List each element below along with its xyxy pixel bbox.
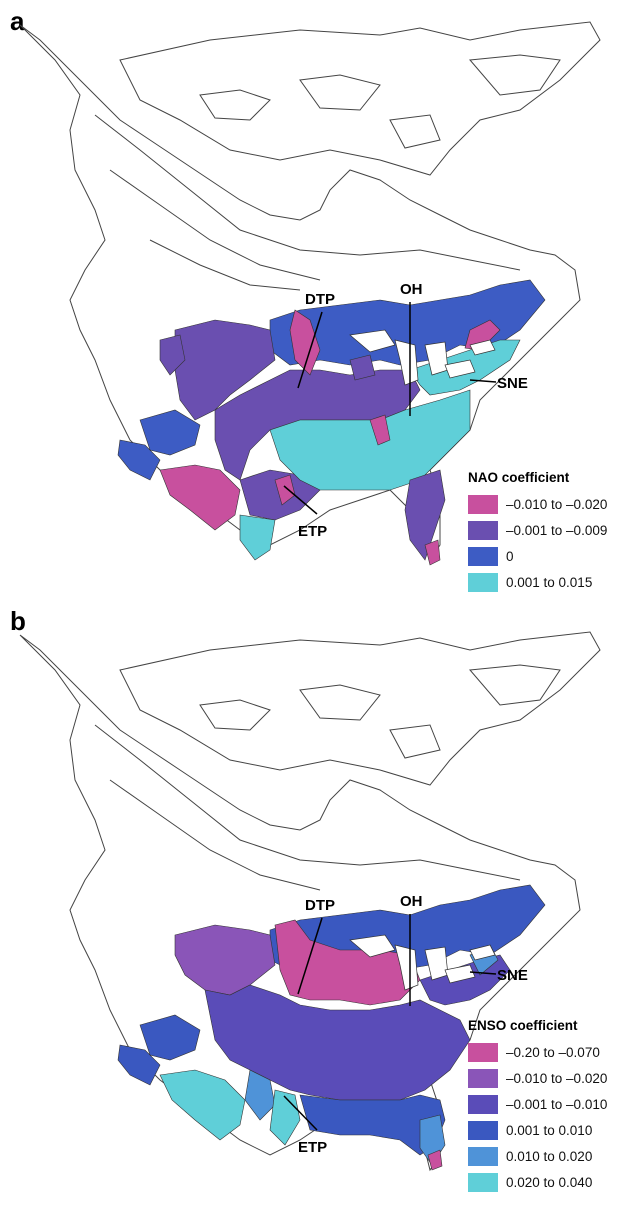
legend-label: 0 (506, 548, 514, 564)
legend-label: 0.020 to 0.040 (506, 1174, 593, 1190)
great-lakes (349, 934, 496, 991)
label-dtp: DTP (305, 291, 335, 308)
legend-swatch (468, 572, 498, 592)
panel-a: a (0, 0, 635, 600)
legend-swatch (468, 1146, 498, 1166)
region-labels: DTP OH SNE ETP (283, 893, 528, 1156)
arctic-islands-outline (119, 631, 601, 786)
legend-item: –0.20 to –0.070 (468, 1039, 607, 1065)
great-lakes (349, 329, 496, 386)
label-oh: OH (400, 893, 423, 910)
legend-label: 0.001 to 0.015 (506, 574, 593, 590)
legend-swatch (468, 1120, 498, 1140)
sne-leader-line (469, 971, 497, 975)
continent-outline (19, 24, 581, 562)
legend-item: –0.010 to –0.020 (468, 491, 607, 517)
legend-item: –0.010 to –0.020 (468, 1065, 607, 1091)
legend-swatch (468, 520, 498, 540)
label-sne: SNE (497, 375, 528, 392)
legend-title: NAO coefficient (468, 470, 570, 485)
legend-label: –0.20 to –0.070 (506, 1044, 600, 1060)
legend-item: –0.001 to –0.010 (468, 1091, 607, 1117)
panel-b: b (0, 600, 635, 1207)
legend-item: –0.001 to –0.009 (468, 517, 607, 543)
legend-swatch (468, 1042, 498, 1062)
legend-swatch (468, 494, 498, 514)
legend-label: –0.001 to –0.010 (506, 1096, 608, 1112)
dtp-leader-line (297, 311, 323, 389)
etp-leader-line (283, 485, 318, 515)
enso-map: DTP OH SNE ETP (19, 631, 601, 1172)
panel-letter: b (10, 606, 26, 636)
arctic-islands-outline (119, 21, 601, 176)
legend-swatch (468, 1094, 498, 1114)
label-etp: ETP (298, 1139, 327, 1156)
legend-swatch (468, 1172, 498, 1192)
label-dtp: DTP (305, 897, 335, 914)
legend-item: 0.010 to 0.020 (468, 1143, 607, 1169)
etp-leader-line (283, 1095, 318, 1131)
enso-legend: ENSO coefficient –0.20 to –0.070 –0.010 … (468, 1018, 607, 1195)
nao-regions (117, 279, 546, 566)
label-oh: OH (400, 281, 423, 298)
nao-legend: NAO coefficient –0.010 to –0.020 –0.001 … (468, 470, 607, 595)
legend-label: –0.010 to –0.020 (506, 1070, 608, 1086)
nao-map: DTP OH SNE ETP (19, 21, 601, 566)
legend-item: 0.020 to 0.040 (468, 1169, 607, 1195)
dtp-leader-line (297, 917, 323, 995)
legend-label: 0.010 to 0.020 (506, 1148, 593, 1164)
legend-item: 0 (468, 543, 607, 569)
legend-label: 0.001 to 0.010 (506, 1122, 593, 1138)
legend-title: ENSO coefficient (468, 1018, 578, 1033)
label-sne: SNE (497, 967, 528, 984)
legend-item: 0.001 to 0.015 (468, 569, 607, 595)
legend-label: –0.010 to –0.020 (506, 496, 608, 512)
legend-swatch (468, 546, 498, 566)
legend-item: 0.001 to 0.010 (468, 1117, 607, 1143)
continent-outline (19, 634, 581, 1172)
region-labels: DTP OH SNE ETP (283, 281, 528, 540)
legend-swatch (468, 1068, 498, 1088)
sne-leader-line (469, 379, 497, 383)
legend-label: –0.001 to –0.009 (506, 522, 608, 538)
panel-letter: a (10, 6, 25, 36)
label-etp: ETP (298, 523, 327, 540)
